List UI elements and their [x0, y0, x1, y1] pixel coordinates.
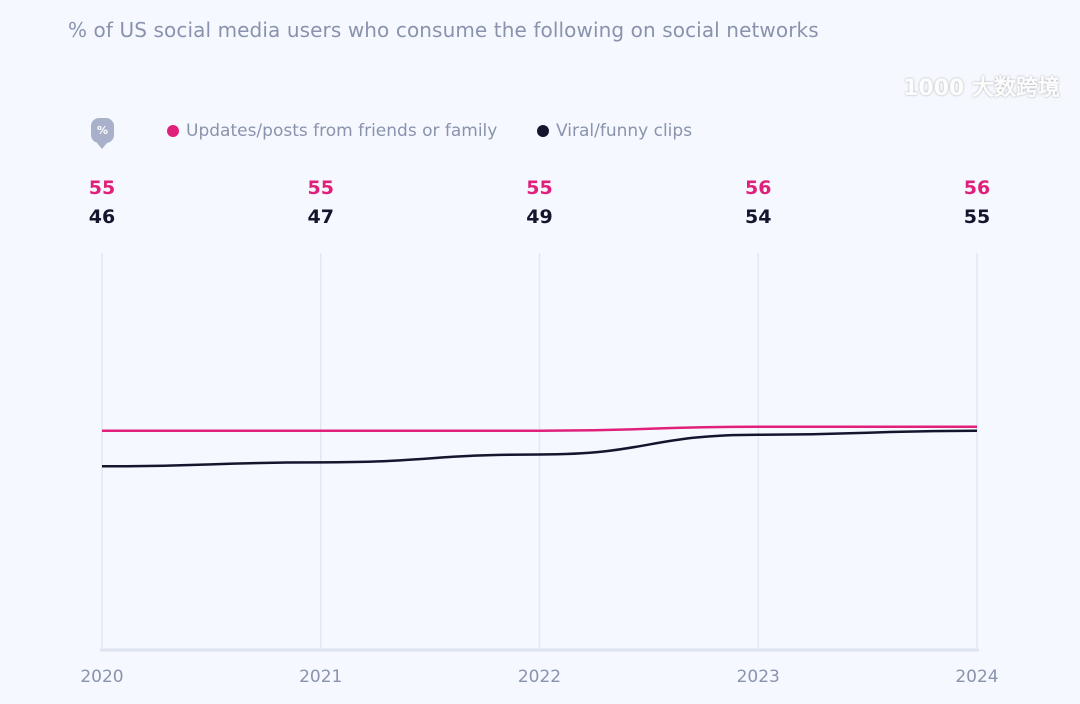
data-label: 46 [89, 206, 115, 228]
x-tick-label: 2024 [955, 667, 998, 687]
legend-label: Updates/posts from friends or family [186, 121, 498, 141]
x-tick-label: 2020 [80, 667, 123, 687]
legend-dot [537, 125, 549, 137]
watermark-text: 大数跨境 [971, 76, 1060, 101]
data-label: 54 [745, 206, 771, 228]
data-label: 55 [964, 206, 990, 228]
data-label: 47 [308, 206, 334, 228]
watermark-logo: 1000 大数跨境 [903, 76, 1060, 101]
series-line [101, 425, 977, 433]
data-label: 55 [89, 177, 115, 199]
data-label: 56 [745, 177, 771, 199]
x-tick-label: 2021 [299, 667, 342, 687]
chart-title: % of US social media users who consume t… [68, 18, 819, 42]
data-label: 55 [308, 177, 334, 199]
x-tick-label: 2023 [737, 667, 780, 687]
x-tick-label: 2022 [518, 667, 561, 687]
data-label: 49 [526, 206, 552, 228]
data-label: 55 [526, 177, 552, 199]
percent-badge-icon: % [91, 118, 114, 149]
legend-item-friends: Updates/posts from friends or family [167, 121, 497, 141]
series-line [101, 429, 978, 468]
data-label: 56 [964, 177, 990, 199]
legend-label: Viral/funny clips [556, 121, 693, 141]
legend-item-viral: Viral/funny clips [537, 121, 692, 141]
legend-dot [167, 125, 179, 137]
